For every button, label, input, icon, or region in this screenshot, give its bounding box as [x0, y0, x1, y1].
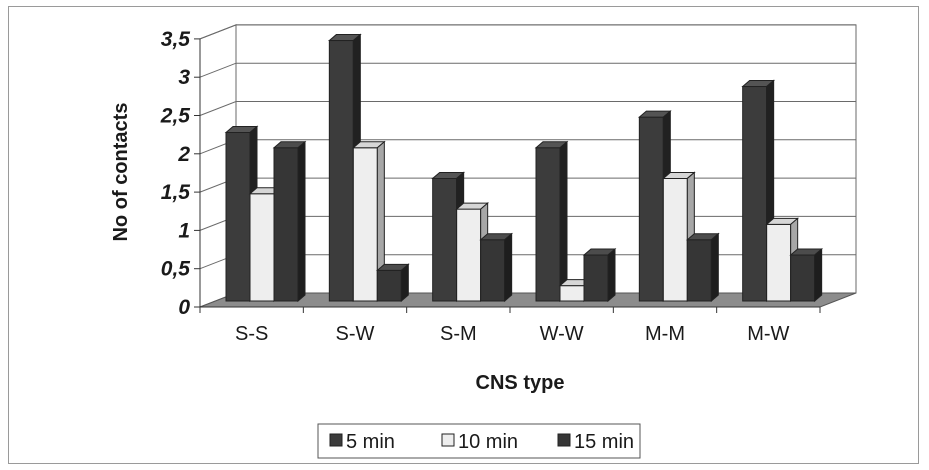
bar-front — [742, 86, 768, 302]
bar-side — [710, 232, 719, 303]
bar-side — [814, 247, 823, 303]
legend-label: 5 min — [346, 431, 395, 453]
bar-front — [686, 239, 712, 302]
y-tick-label: 3 — [178, 66, 190, 89]
legend-swatch — [557, 433, 571, 447]
bar — [582, 247, 617, 303]
bar — [351, 140, 386, 303]
bar — [685, 232, 720, 303]
x-tick-label: W-W — [540, 323, 584, 345]
y-tick-label: 3,5 — [161, 28, 191, 51]
bar-front — [225, 131, 251, 302]
x-tick-label: S-S — [235, 323, 268, 345]
bar-side — [607, 247, 616, 303]
gridline — [199, 101, 856, 116]
x-axis-title: CNS type — [476, 372, 565, 394]
bar-front — [535, 147, 561, 302]
legend-swatch — [441, 433, 455, 447]
bar — [375, 263, 410, 303]
y-tick-label: 1 — [178, 219, 190, 242]
bar — [479, 232, 514, 303]
x-tick-label: S-W — [336, 323, 375, 345]
bar — [534, 140, 569, 303]
bar-front — [480, 239, 506, 302]
bar-front — [559, 285, 585, 302]
bar-front — [662, 177, 688, 302]
legend-box — [317, 423, 641, 459]
legend-label: 10 min — [458, 431, 518, 453]
bar-front — [432, 177, 458, 302]
bar-front — [583, 254, 609, 302]
x-tick-label: M-M — [645, 323, 685, 345]
bar-side — [504, 232, 513, 303]
y-axis-title: No of contacts — [110, 103, 132, 242]
bars — [224, 33, 824, 303]
bar-front — [352, 147, 378, 302]
gridline — [199, 24, 856, 40]
legend: 5 min 10 min 15 min — [317, 423, 641, 459]
y-tick-label: 0 — [178, 296, 190, 319]
x-tick-label: S-M — [440, 323, 477, 345]
bar — [272, 140, 307, 303]
y-tick-label: 2 — [177, 143, 190, 166]
y-axis-ticks: 0 0,5 1 1,5 2 2,5 3 3,5 — [160, 28, 201, 319]
y-tick-label: 1,5 — [161, 181, 191, 204]
bar-front — [790, 254, 816, 302]
x-tick-label: M-W — [747, 323, 789, 345]
bar — [789, 247, 824, 303]
x-axis-ticks: S-S S-W S-M W-W M-M M-W — [199, 306, 821, 345]
gridline — [199, 62, 856, 78]
bar-front — [328, 40, 354, 302]
bar-front — [766, 223, 792, 302]
bar-front — [376, 269, 402, 302]
bar-side — [400, 263, 409, 303]
bar-front — [249, 193, 275, 302]
bar-front — [638, 116, 664, 302]
bar-front — [273, 147, 299, 302]
legend-swatch — [329, 433, 343, 447]
bar-front — [456, 208, 482, 302]
y-tick-label: 0,5 — [161, 258, 191, 281]
legend-label: 15 min — [574, 431, 634, 453]
bar-side — [559, 140, 568, 303]
bar-side — [297, 140, 306, 303]
y-tick-label: 2,5 — [160, 105, 191, 128]
